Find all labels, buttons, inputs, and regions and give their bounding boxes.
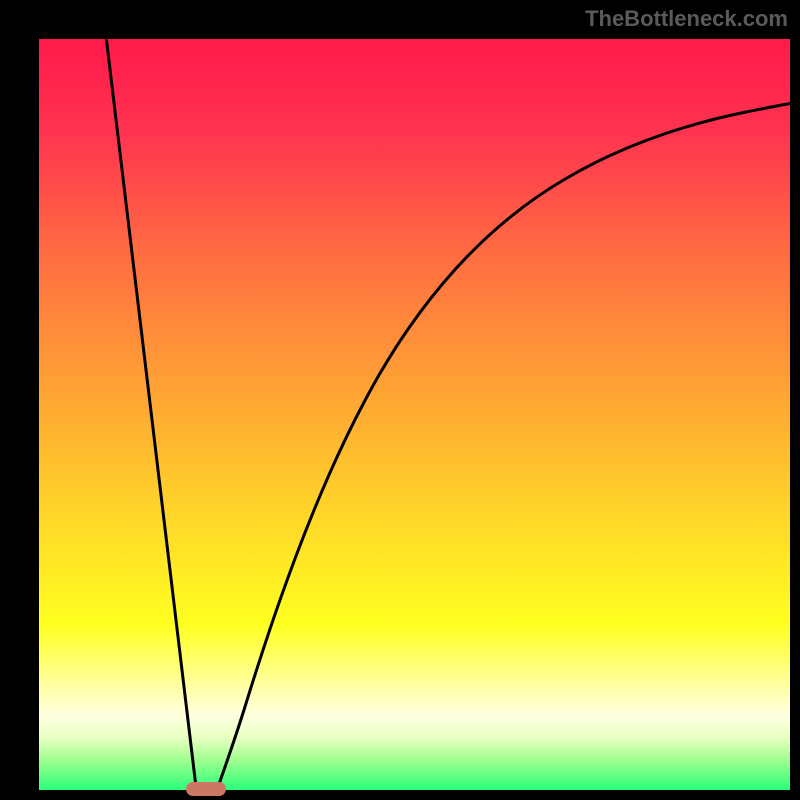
watermark-text: TheBottleneck.com xyxy=(585,6,788,32)
curve-overlay xyxy=(36,36,793,793)
minimum-marker xyxy=(186,782,226,796)
chart-container: TheBottleneck.com xyxy=(0,0,800,800)
plot-area xyxy=(36,36,793,793)
